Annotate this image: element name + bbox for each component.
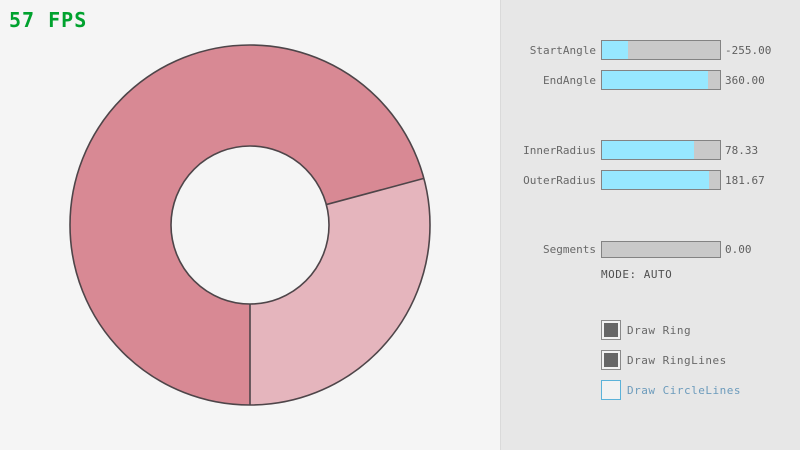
draw-circlelines-label: Draw CircleLines (627, 383, 741, 397)
end-angle-value: 360.00 (725, 73, 765, 87)
segments-value: 0.00 (725, 243, 752, 256)
inner-radius-row: InnerRadius 78.33 (501, 140, 800, 160)
draw-ringlines-checkbox[interactable] (601, 350, 621, 370)
draw-ring-checkbox[interactable] (601, 320, 621, 340)
end-angle-slider[interactable] (601, 70, 721, 90)
segments-row: Segments 0.00 (501, 241, 800, 258)
outer-radius-label: OuterRadius (523, 173, 596, 187)
inner-radius-value: 78.33 (725, 143, 759, 157)
fps-counter: 57 FPS (9, 8, 88, 32)
end-angle-row: EndAngle 360.00 (501, 70, 800, 90)
outer-radius-value: 181.67 (725, 173, 765, 187)
ring-shape (69, 44, 431, 406)
inner-radius-slider-fill (602, 141, 695, 159)
segments-slider[interactable] (601, 241, 721, 258)
end-angle-slider-fill (602, 71, 709, 89)
outer-radius-row: OuterRadius 181.67 (501, 170, 800, 190)
start-angle-label: StartAngle (529, 43, 596, 57)
start-angle-row: StartAngle -255.00 (501, 40, 800, 60)
draw-ring-checkbox-row: Draw Ring (601, 320, 800, 340)
inner-radius-label: InnerRadius (523, 143, 596, 157)
segments-label: Segments (543, 243, 596, 256)
start-angle-value: -255.00 (725, 43, 772, 57)
start-angle-slider-fill (602, 41, 628, 59)
outer-radius-slider-fill (602, 171, 710, 189)
checkmark-icon (604, 353, 618, 367)
inner-radius-slider[interactable] (601, 140, 721, 160)
segments-mode-text: MODE: AUTO (601, 268, 673, 281)
draw-circlelines-checkbox-row: Draw CircleLines (601, 380, 800, 400)
drawing-canvas: 57 FPS (9, 8, 431, 406)
checkmark-icon (604, 323, 618, 337)
draw-ringlines-checkbox-row: Draw RingLines (601, 350, 800, 370)
draw-circlelines-checkbox[interactable] (601, 380, 621, 400)
outer-radius-slider[interactable] (601, 170, 721, 190)
draw-ringlines-label: Draw RingLines (627, 353, 727, 367)
controls-panel: StartAngle -255.00 EndAngle 360.00 Inner… (500, 0, 800, 450)
end-angle-label: EndAngle (543, 73, 596, 87)
start-angle-slider[interactable] (601, 40, 721, 60)
draw-ring-label: Draw Ring (627, 323, 692, 337)
